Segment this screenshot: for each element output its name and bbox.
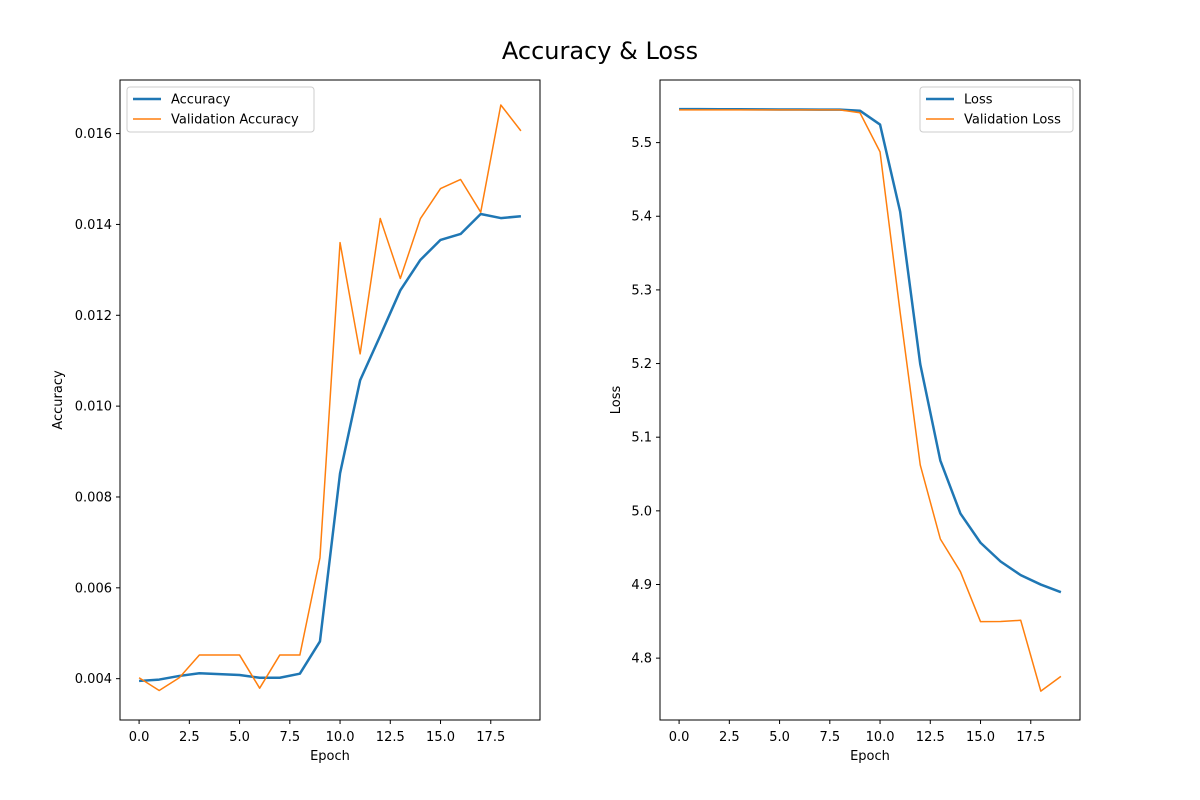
- accuracy-ytick-label: 0.014: [75, 218, 112, 233]
- loss-series-line-validation: [679, 109, 1062, 692]
- loss-axes-frame: [659, 79, 1081, 721]
- accuracy-ytick-label: 0.016: [75, 127, 112, 142]
- accuracy-xtick-label: 12.5: [376, 730, 405, 745]
- loss-y-axis-label: Loss: [609, 386, 624, 415]
- accuracy-ytick-label: 0.006: [75, 581, 112, 596]
- accuracy-ytick-label: 0.010: [75, 400, 112, 415]
- accuracy-ytick-label: 0.012: [75, 309, 112, 324]
- loss-xtick-label: 0.0: [669, 730, 690, 745]
- loss-legend-box: [919, 86, 1074, 133]
- accuracy-xtick-label: 2.5: [179, 730, 200, 745]
- accuracy-legend-label: Accuracy: [171, 93, 231, 108]
- loss-xtick-label: 7.5: [819, 730, 840, 745]
- accuracy-xtick-label: 0.0: [129, 730, 150, 745]
- loss-xtick-label: 15.0: [966, 730, 995, 745]
- accuracy-xtick-label: 10.0: [326, 730, 355, 745]
- loss-ytick-label: 4.9: [631, 578, 652, 593]
- loss-legend-label: Loss: [964, 93, 993, 108]
- loss-ytick-label: 5.4: [631, 210, 652, 225]
- accuracy-chart: 0.0 2.5 5.0 7.5 10.0 12.5 15.0 17.5 0.004 0.006 0.…: [51, 79, 541, 764]
- loss-xtick-label: 17.5: [1016, 730, 1045, 745]
- accuracy-series-line-train: [139, 212, 522, 683]
- accuracy-legend-label: Validation Accuracy: [171, 113, 299, 128]
- loss-ytick-label: 5.0: [631, 504, 652, 519]
- loss-ytick-label: 5.1: [631, 431, 652, 446]
- accuracy-x-axis-label: Epoch: [310, 749, 350, 764]
- accuracy-xtick-label: 5.0: [229, 730, 250, 745]
- accuracy-xtick-label: 7.5: [279, 730, 300, 745]
- loss-ytick-label: 5.2: [631, 357, 652, 372]
- loss-ytick-label: 4.8: [631, 652, 652, 667]
- accuracy-y-axis-label: Accuracy: [51, 370, 66, 430]
- loss-xtick-label: 5.0: [769, 730, 790, 745]
- loss-ytick-label: 5.3: [631, 283, 652, 298]
- accuracy-legend: Accuracy Validation Accuracy: [126, 86, 315, 133]
- loss-chart: 0.0 2.5 5.0 7.5 10.0 12.5 15.0 17.5 4.8 4.9 5.0 5.1…: [609, 79, 1081, 764]
- accuracy-xtick-label: 17.5: [476, 730, 505, 745]
- loss-legend: Loss Validation Loss: [919, 86, 1074, 133]
- accuracy-series-line-validation: [138, 104, 522, 692]
- loss-x-axis-label: Epoch: [850, 749, 890, 764]
- accuracy-legend-box: [126, 86, 315, 133]
- figure-title: Accuracy & Loss: [502, 37, 698, 65]
- loss-legend-label: Validation Loss: [964, 113, 1061, 128]
- accuracy-ytick-label: 0.004: [75, 672, 112, 687]
- loss-xtick-label: 10.0: [866, 730, 895, 745]
- loss-ytick-label: 5.5: [631, 136, 652, 151]
- loss-xtick-label: 2.5: [719, 730, 740, 745]
- loss-xtick-label: 12.5: [916, 730, 945, 745]
- accuracy-axes-frame: [119, 79, 541, 721]
- accuracy-ytick-label: 0.008: [75, 490, 112, 505]
- accuracy-xtick-label: 15.0: [426, 730, 455, 745]
